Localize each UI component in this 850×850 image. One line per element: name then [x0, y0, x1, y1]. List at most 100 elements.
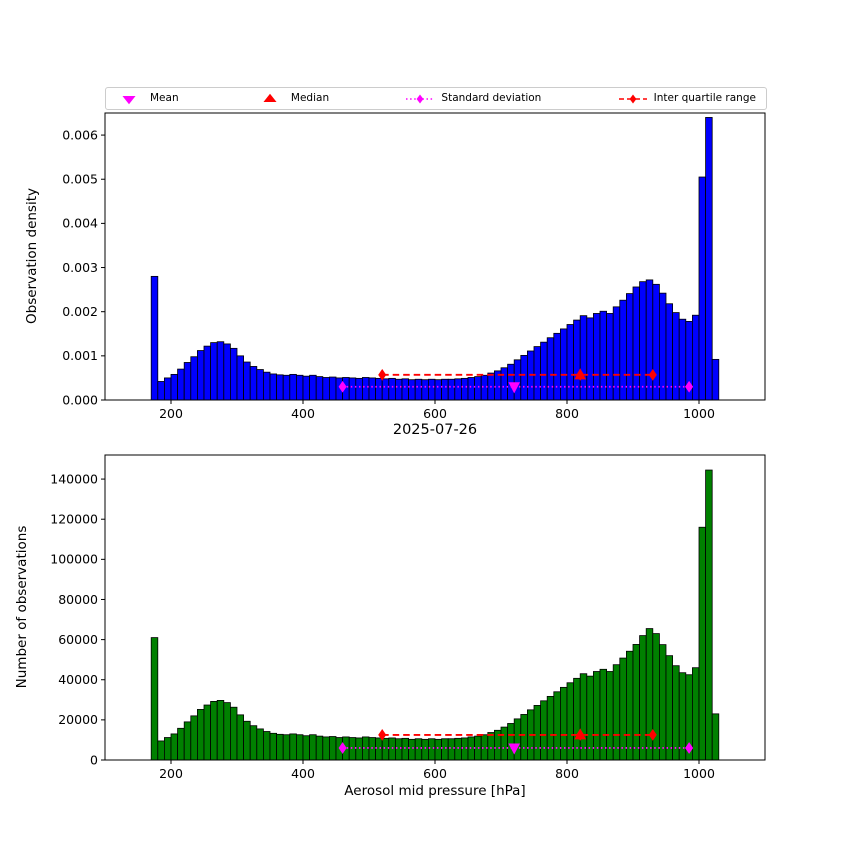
histogram-bar	[546, 695, 555, 761]
histogram-bar	[408, 379, 416, 401]
histogram-bar	[540, 341, 548, 401]
histogram-bar	[163, 737, 172, 761]
histogram-bar	[394, 378, 403, 401]
histogram-bar	[560, 328, 568, 401]
histogram-bar	[361, 377, 370, 401]
y-tick-label: 60000	[58, 632, 98, 647]
std-deviation-right-marker	[685, 380, 694, 393]
histogram-bar	[705, 117, 713, 401]
top-y-axis-label: Observation density	[24, 188, 40, 324]
histogram-bar	[229, 347, 238, 401]
histogram-bar	[454, 737, 462, 761]
y-tick-label: 0	[90, 752, 98, 767]
histogram-bar	[276, 374, 284, 401]
legend-label-standard-deviation: Standard deviation	[441, 92, 542, 105]
histogram-bar	[229, 706, 238, 761]
histogram-bar	[513, 718, 522, 761]
histogram-bar	[553, 691, 561, 761]
legend-item-mean: Mean	[114, 93, 179, 105]
histogram-bar	[177, 727, 185, 761]
histogram-bar	[632, 644, 640, 761]
median-marker	[574, 728, 587, 740]
histogram-bar	[460, 737, 469, 761]
histogram-bar	[236, 714, 244, 761]
histogram-bar	[269, 373, 277, 401]
x-tick-label: 600	[423, 766, 447, 781]
histogram-bar	[355, 737, 363, 761]
iqr-right-marker	[648, 368, 657, 381]
histogram-bar	[302, 735, 310, 761]
histogram-bar	[652, 283, 660, 401]
histogram-bar	[203, 345, 211, 401]
histogram-bar	[586, 317, 594, 401]
histogram-bar	[256, 369, 264, 401]
histogram-bar	[170, 733, 178, 761]
y-tick-label: 140000	[50, 471, 98, 486]
histogram-bar	[183, 362, 192, 401]
histogram-bar	[632, 286, 640, 401]
histogram-bar	[520, 354, 528, 401]
histogram-bar	[315, 376, 324, 401]
histogram-bar	[190, 356, 198, 401]
histogram-bar	[454, 378, 462, 401]
histogram-bar	[434, 379, 442, 401]
histogram-bar	[328, 736, 337, 761]
histogram-bar	[546, 337, 555, 401]
histogram-bar	[593, 313, 601, 401]
histogram-bar	[441, 738, 449, 761]
histogram-bar	[593, 671, 601, 761]
date-title: 2025-07-26	[392, 422, 478, 438]
histogram-bar	[467, 377, 475, 401]
histogram-bar	[659, 644, 667, 761]
histogram-bar	[427, 738, 436, 761]
histogram-bar	[157, 740, 165, 761]
histogram-bar	[163, 377, 172, 401]
std-deviation-left-marker	[338, 380, 347, 393]
histogram-bar	[619, 657, 627, 761]
histogram-bar	[507, 363, 515, 401]
mean-marker	[508, 743, 521, 755]
x-tick-label: 200	[159, 406, 183, 421]
histogram-bar	[150, 637, 159, 761]
histogram-bar	[289, 733, 297, 761]
histogram-bar	[401, 378, 409, 401]
y-tick-label: 0.003	[62, 260, 98, 275]
histogram-bar	[698, 526, 706, 761]
histogram-bar	[375, 737, 383, 761]
histogram-bar	[467, 736, 475, 761]
histogram-bar	[678, 318, 687, 401]
histogram-bar	[698, 176, 706, 401]
histogram-bar	[262, 731, 271, 761]
histogram-bar	[243, 720, 251, 761]
histogram-bar	[381, 737, 390, 761]
x-tick-label: 400	[291, 766, 315, 781]
y-tick-label: 0.001	[62, 348, 98, 363]
legend-item-standard-deviation: Standard deviation	[405, 93, 541, 105]
histogram-bar	[579, 673, 588, 761]
histogram-bar	[282, 734, 291, 761]
histogram-bar	[711, 358, 720, 401]
histogram-bar	[434, 738, 442, 761]
histogram-bar	[183, 721, 192, 761]
histogram-bar	[276, 733, 284, 761]
std-deviation-left-marker	[338, 742, 347, 754]
bottom-y-axis-label: Number of observations	[14, 525, 30, 689]
x-tick-label: 200	[159, 766, 183, 781]
histogram-bar	[460, 377, 469, 401]
histogram-bar	[328, 376, 337, 401]
histogram-bar	[606, 671, 614, 761]
histogram-bar	[441, 378, 449, 401]
histogram-bar	[639, 281, 647, 401]
legend: Mean Median Standard deviation Inter qua…	[105, 87, 767, 110]
histogram-bar	[157, 381, 165, 401]
std-deviation-right-marker	[685, 742, 694, 754]
histogram-bar	[315, 735, 324, 761]
histogram-bar	[626, 650, 634, 761]
histogram-bar	[612, 664, 621, 761]
median-triangle-up-icon	[255, 93, 285, 105]
histogram-bar	[322, 736, 330, 761]
histogram-bar	[295, 734, 304, 761]
histogram-bar	[599, 668, 607, 761]
iqr-left-marker	[378, 368, 387, 381]
